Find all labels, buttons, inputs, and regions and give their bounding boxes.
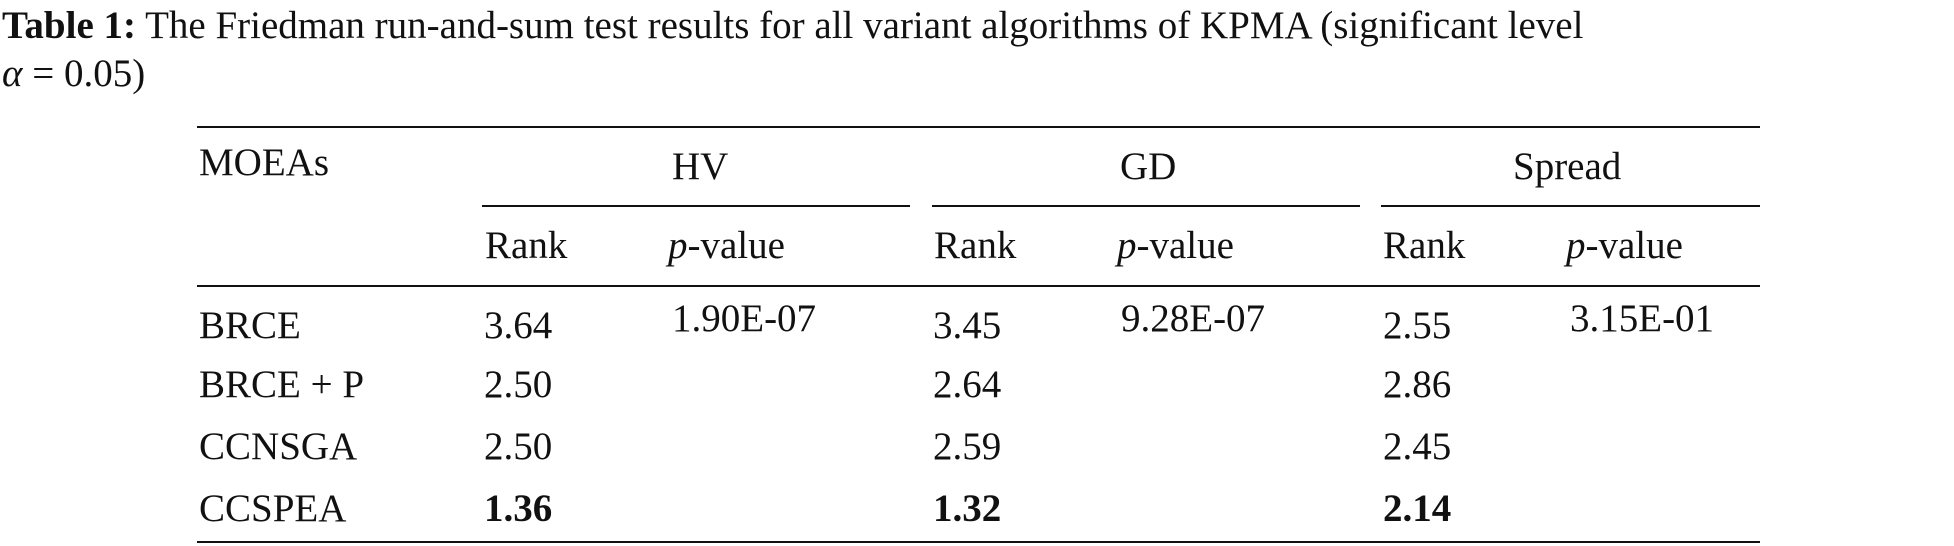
caption-label: Table 1: (2, 4, 137, 47)
row-name: BRCE (199, 304, 301, 347)
hv-rank-cell: 3.64 (484, 304, 553, 347)
top-rule (197, 126, 1760, 128)
row-name: BRCE + P (199, 363, 365, 406)
row-name: CCSPEA (199, 487, 347, 530)
alpha-value: = 0.05) (32, 52, 146, 95)
gd-group-rule (932, 205, 1360, 207)
spread-rank-cell: 2.55 (1383, 304, 1452, 347)
subheader-spread-rank: Rank (1383, 224, 1466, 267)
subheader-gd-pvalue: p-value (1117, 224, 1234, 267)
gd-rank-cell: 2.64 (933, 363, 1002, 406)
header-spread: Spread (1513, 145, 1622, 188)
row-name: CCNSGA (199, 425, 358, 468)
caption-text: The Friedman run-and-sum test results fo… (145, 4, 1584, 47)
spread-rank-cell: 2.45 (1383, 425, 1452, 468)
gd-rank-cell: 2.59 (933, 425, 1002, 468)
hv-rank-cell-best: 1.36 (484, 487, 553, 530)
table-caption: Table 1: The Friedman run-and-sum test r… (2, 2, 1952, 98)
spread-rank-cell: 2.86 (1383, 363, 1452, 406)
subheader-hv-rank: Rank (485, 224, 568, 267)
subheader-hv-pvalue: p-value (668, 224, 785, 267)
gd-rank-cell: 3.45 (933, 304, 1002, 347)
spread-pvalue-cell: 3.15E-01 (1570, 297, 1715, 340)
hv-rank-cell: 2.50 (484, 425, 553, 468)
subheader-gd-rank: Rank (934, 224, 1017, 267)
header-gd: GD (1120, 145, 1177, 188)
header-hv: HV (672, 145, 729, 188)
hv-group-rule (482, 205, 910, 207)
hv-rank-cell: 2.50 (484, 363, 553, 406)
gd-pvalue-cell: 9.28E-07 (1121, 297, 1266, 340)
subheader-spread-pvalue: p-value (1566, 224, 1683, 267)
alpha-symbol: α (2, 52, 23, 95)
spread-group-rule (1381, 205, 1760, 207)
bottom-rule (197, 541, 1760, 543)
gd-rank-cell-best: 1.32 (933, 487, 1002, 530)
spread-rank-cell-best: 2.14 (1383, 487, 1452, 530)
header-rule (197, 285, 1760, 287)
header-moeas: MOEAs (199, 141, 330, 184)
caption-line2: α = 0.05) (2, 50, 1952, 98)
hv-pvalue-cell: 1.90E-07 (672, 297, 817, 340)
